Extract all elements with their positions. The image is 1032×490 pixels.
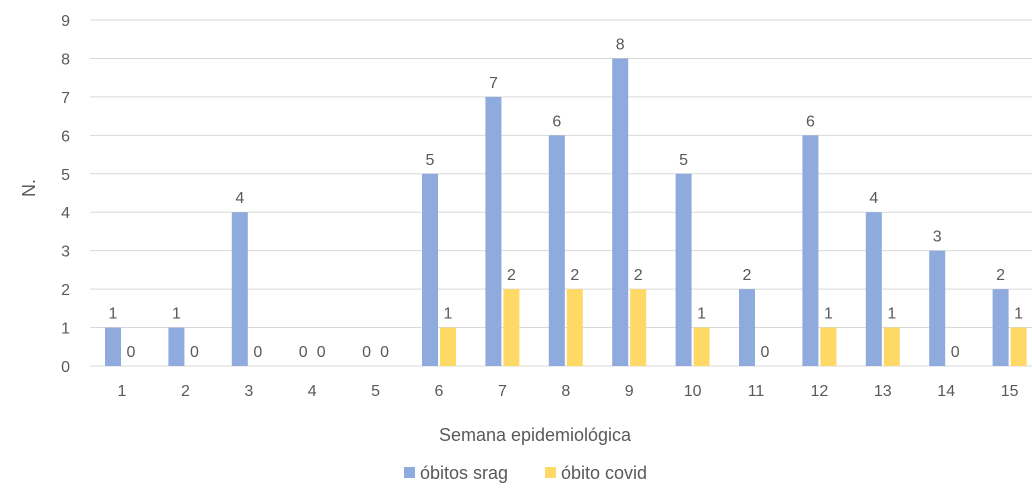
x-tick-label: 14 bbox=[937, 383, 955, 400]
data-label-obito-covid: 0 bbox=[127, 344, 136, 361]
legend-swatch bbox=[404, 467, 415, 478]
data-label-obito-covid: 1 bbox=[824, 306, 833, 323]
bar-obitos-srag bbox=[231, 212, 248, 366]
data-label-obitos-srag: 0 bbox=[299, 344, 308, 361]
x-tick-label: 12 bbox=[811, 383, 829, 400]
legend-label: óbitos srag bbox=[420, 463, 508, 483]
data-label-obito-covid: 2 bbox=[570, 267, 579, 284]
x-tick-label: 8 bbox=[561, 383, 570, 400]
bar-obitos-srag bbox=[105, 327, 121, 366]
x-tick-label: 7 bbox=[498, 383, 507, 400]
x-tick-label: 10 bbox=[684, 383, 702, 400]
y-tick-label: 6 bbox=[61, 128, 70, 145]
data-label-obitos-srag: 1 bbox=[172, 306, 181, 323]
bar-obito-covid bbox=[566, 289, 583, 366]
bar-obito-covid bbox=[630, 289, 647, 366]
data-label-obito-covid: 0 bbox=[951, 344, 960, 361]
bar-obito-covid bbox=[440, 327, 456, 366]
y-tick-label: 8 bbox=[61, 51, 70, 68]
legend-swatch bbox=[545, 467, 556, 478]
data-label-obito-covid: 0 bbox=[253, 344, 262, 361]
data-label-obito-covid: 0 bbox=[761, 344, 770, 361]
legend: óbitos srag óbito covid bbox=[404, 463, 647, 483]
data-label-obitos-srag: 2 bbox=[996, 267, 1005, 284]
bar-obitos-srag bbox=[865, 212, 882, 366]
data-label-obito-covid: 2 bbox=[507, 267, 516, 284]
x-tick-label: 11 bbox=[748, 383, 765, 400]
bar-obito-covid bbox=[820, 327, 837, 366]
x-axis-ticks: 1 2 3 4 5 6 7 8 9 10 11 12 13 14 15 bbox=[118, 383, 1019, 400]
data-label-obito-covid: 1 bbox=[1014, 306, 1023, 323]
data-label-obitos-srag: 3 bbox=[933, 229, 942, 246]
y-tick-label: 1 bbox=[61, 321, 70, 338]
legend-item: óbito covid bbox=[545, 463, 647, 483]
bar-obitos-srag bbox=[992, 289, 1009, 366]
bars bbox=[105, 58, 1027, 366]
bar-obito-covid bbox=[1010, 327, 1027, 366]
data-label-obito-covid: 1 bbox=[887, 306, 896, 323]
x-tick-label: 4 bbox=[308, 383, 317, 400]
legend-label: óbito covid bbox=[561, 463, 647, 483]
data-label-obitos-srag: 1 bbox=[109, 306, 118, 323]
bar-obito-covid bbox=[883, 327, 900, 366]
bar-obitos-srag bbox=[675, 173, 692, 366]
data-label-obito-covid: 1 bbox=[697, 306, 706, 323]
y-axis-ticks: 0 1 2 3 4 5 6 7 8 9 bbox=[61, 13, 70, 376]
x-tick-label: 6 bbox=[435, 383, 444, 400]
x-tick-label: 1 bbox=[118, 383, 127, 400]
data-label-obitos-srag: 5 bbox=[679, 152, 688, 169]
bar-obitos-srag bbox=[612, 58, 629, 366]
data-label-obitos-srag: 5 bbox=[426, 152, 435, 169]
data-label-obito-covid: 0 bbox=[317, 344, 326, 361]
legend-item: óbitos srag bbox=[404, 463, 508, 483]
bar-obito-covid bbox=[503, 289, 520, 366]
data-label-obitos-srag: 2 bbox=[743, 267, 752, 284]
data-label-obitos-srag: 8 bbox=[616, 36, 625, 53]
bar-obito-covid bbox=[693, 327, 710, 366]
y-tick-label: 0 bbox=[61, 359, 70, 376]
bar-obitos-srag bbox=[548, 135, 565, 366]
bar-obitos-srag bbox=[739, 289, 755, 366]
x-tick-label: 9 bbox=[625, 383, 634, 400]
y-tick-label: 4 bbox=[61, 205, 70, 222]
y-tick-label: 5 bbox=[61, 167, 70, 184]
x-tick-label: 5 bbox=[371, 383, 380, 400]
bar-obitos-srag bbox=[929, 250, 946, 366]
y-tick-label: 2 bbox=[61, 282, 70, 299]
data-label-obito-covid: 0 bbox=[190, 344, 199, 361]
y-axis-title: N. bbox=[19, 179, 39, 197]
y-tick-label: 7 bbox=[61, 90, 70, 107]
data-label-obitos-srag: 7 bbox=[489, 75, 498, 92]
x-tick-label: 13 bbox=[874, 383, 892, 400]
data-label-obitos-srag: 6 bbox=[806, 113, 815, 130]
y-tick-label: 9 bbox=[61, 13, 70, 30]
x-axis-title: Semana epidemiológica bbox=[439, 425, 632, 445]
data-label-obito-covid: 1 bbox=[444, 306, 453, 323]
data-label-obitos-srag: 4 bbox=[235, 190, 244, 207]
x-tick-label: 2 bbox=[181, 383, 190, 400]
data-label-obito-covid: 2 bbox=[634, 267, 643, 284]
data-label-obitos-srag: 4 bbox=[869, 190, 878, 207]
x-tick-label: 15 bbox=[1001, 383, 1019, 400]
data-label-obitos-srag: 0 bbox=[362, 344, 371, 361]
data-label-obito-covid: 0 bbox=[380, 344, 389, 361]
x-tick-label: 3 bbox=[244, 383, 253, 400]
bar-obitos-srag bbox=[802, 135, 819, 366]
bar-obitos-srag bbox=[168, 327, 185, 366]
bar-obitos-srag bbox=[485, 96, 502, 366]
bar-obitos-srag bbox=[422, 173, 438, 366]
data-label-obitos-srag: 6 bbox=[552, 113, 561, 130]
y-tick-label: 3 bbox=[61, 244, 70, 261]
